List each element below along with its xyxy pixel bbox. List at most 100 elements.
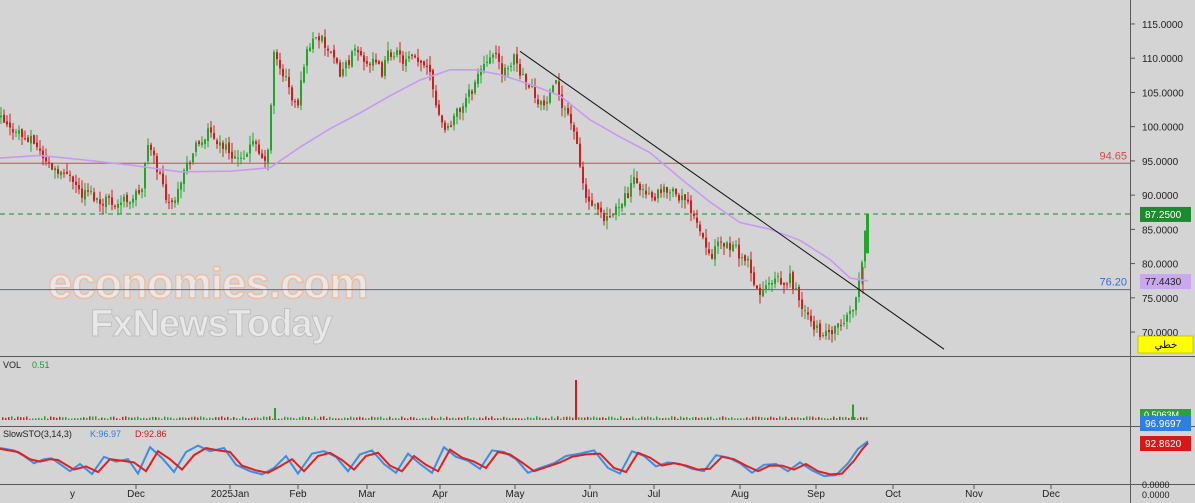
- candle-body: [714, 246, 716, 260]
- volume-bar: [314, 416, 316, 420]
- volume-bar: [665, 417, 667, 420]
- candle-body: [615, 206, 617, 215]
- candle-body: [564, 108, 566, 110]
- volume-bar: [818, 416, 820, 420]
- volume-bar: [23, 417, 25, 420]
- time-axis-layer: Dec 2025Jan Feb Mar Apr May Jun Jul Aug Sep Oct Nov…: [70, 485, 1170, 500]
- candle-body: [189, 162, 191, 165]
- candle-body: [792, 272, 794, 290]
- candle-body: [228, 142, 230, 154]
- volume-bar: [263, 416, 265, 420]
- volume-bar: [8, 417, 10, 420]
- candle-body: [195, 142, 197, 152]
- candle-body: [252, 140, 254, 145]
- candle-body: [495, 52, 497, 54]
- volume-bar: [767, 417, 769, 420]
- stochastic-d-line: [0, 442, 869, 476]
- volume-spike: [852, 404, 854, 420]
- time-tick-label: Mar: [358, 489, 376, 500]
- candle-body: [3, 114, 5, 123]
- volume-bar: [593, 416, 595, 420]
- candle-body: [45, 157, 47, 162]
- candle-body: [795, 288, 797, 290]
- candle-body: [801, 299, 803, 310]
- volume-bar: [821, 417, 823, 420]
- candle-body: [447, 125, 449, 129]
- candle-body: [477, 73, 479, 84]
- candle-body: [396, 50, 398, 55]
- candle-body: [468, 89, 470, 97]
- candle-body: [630, 183, 632, 197]
- candle-body: [282, 69, 284, 77]
- candle-body: [42, 150, 44, 159]
- candle-body: [0, 115, 2, 118]
- candle-body: [606, 216, 608, 221]
- candle-body: [99, 199, 101, 205]
- price-tag-bg: [1140, 206, 1191, 222]
- volume-bar: [260, 418, 262, 420]
- candle-body: [333, 49, 335, 58]
- volume-bar: [860, 416, 862, 420]
- chart-type-badge[interactable]: [1137, 335, 1194, 354]
- candle-body: [807, 312, 809, 315]
- volume-bar: [797, 417, 799, 420]
- volume-bar: [476, 418, 478, 420]
- trendline[interactable]: [519, 50, 945, 350]
- candle-body: [519, 64, 521, 76]
- volume-bar: [725, 417, 727, 420]
- candle-body: [774, 278, 776, 284]
- volume-bar: [500, 418, 502, 420]
- volume-bar: [56, 417, 58, 420]
- candle-body: [693, 214, 695, 217]
- candle-body: [816, 325, 818, 328]
- time-tick-label: Apr: [432, 489, 448, 500]
- volume-bar: [455, 418, 457, 420]
- candle-body: [372, 58, 374, 66]
- volume-bar: [14, 418, 16, 420]
- volume-bar: [269, 416, 271, 420]
- volume-bar: [638, 418, 640, 420]
- volume-bar: [11, 416, 13, 420]
- volume-bar: [137, 416, 139, 420]
- candle-body: [720, 241, 722, 243]
- candle-body: [570, 113, 572, 124]
- candle-body: [78, 185, 80, 190]
- volume-bar: [440, 416, 442, 420]
- candle-body: [249, 144, 251, 154]
- candle-body: [501, 63, 503, 76]
- volume-bar: [53, 417, 55, 420]
- candle-body: [660, 189, 662, 193]
- volume-bar: [272, 418, 274, 420]
- volume-bar: [80, 417, 82, 420]
- volume-bar: [413, 417, 415, 420]
- level-label: 94.65: [1099, 150, 1127, 162]
- volume-bar: [803, 417, 805, 420]
- time-tick-label: Jun: [582, 489, 598, 500]
- volume-bar: [299, 417, 301, 420]
- candle-body: [828, 329, 830, 333]
- candle-body: [153, 150, 155, 156]
- level-label: 76.20: [1099, 277, 1127, 289]
- volume-bar: [809, 416, 811, 420]
- candle-body: [624, 193, 626, 206]
- volume-bar: [362, 417, 364, 420]
- volume-bar: [632, 416, 634, 420]
- volume-bar: [605, 418, 607, 420]
- volume-bar: [467, 416, 469, 420]
- volume-bar: [206, 418, 208, 420]
- volume-bar: [548, 418, 550, 420]
- candle-body: [459, 108, 461, 112]
- candle-body: [525, 74, 527, 85]
- price-tick-label: 100.0000: [1142, 123, 1184, 134]
- volume-bar: [680, 416, 682, 420]
- volume-bar: [146, 418, 148, 420]
- candle-body: [93, 192, 95, 201]
- volume-bar: [332, 418, 334, 420]
- candle-body: [768, 282, 770, 285]
- volume-bar: [326, 418, 328, 420]
- volume-bar: [707, 417, 709, 420]
- volume-bar: [542, 418, 544, 420]
- volume-bar: [695, 416, 697, 420]
- volume-bar: [257, 417, 259, 420]
- volume-bar: [167, 417, 169, 420]
